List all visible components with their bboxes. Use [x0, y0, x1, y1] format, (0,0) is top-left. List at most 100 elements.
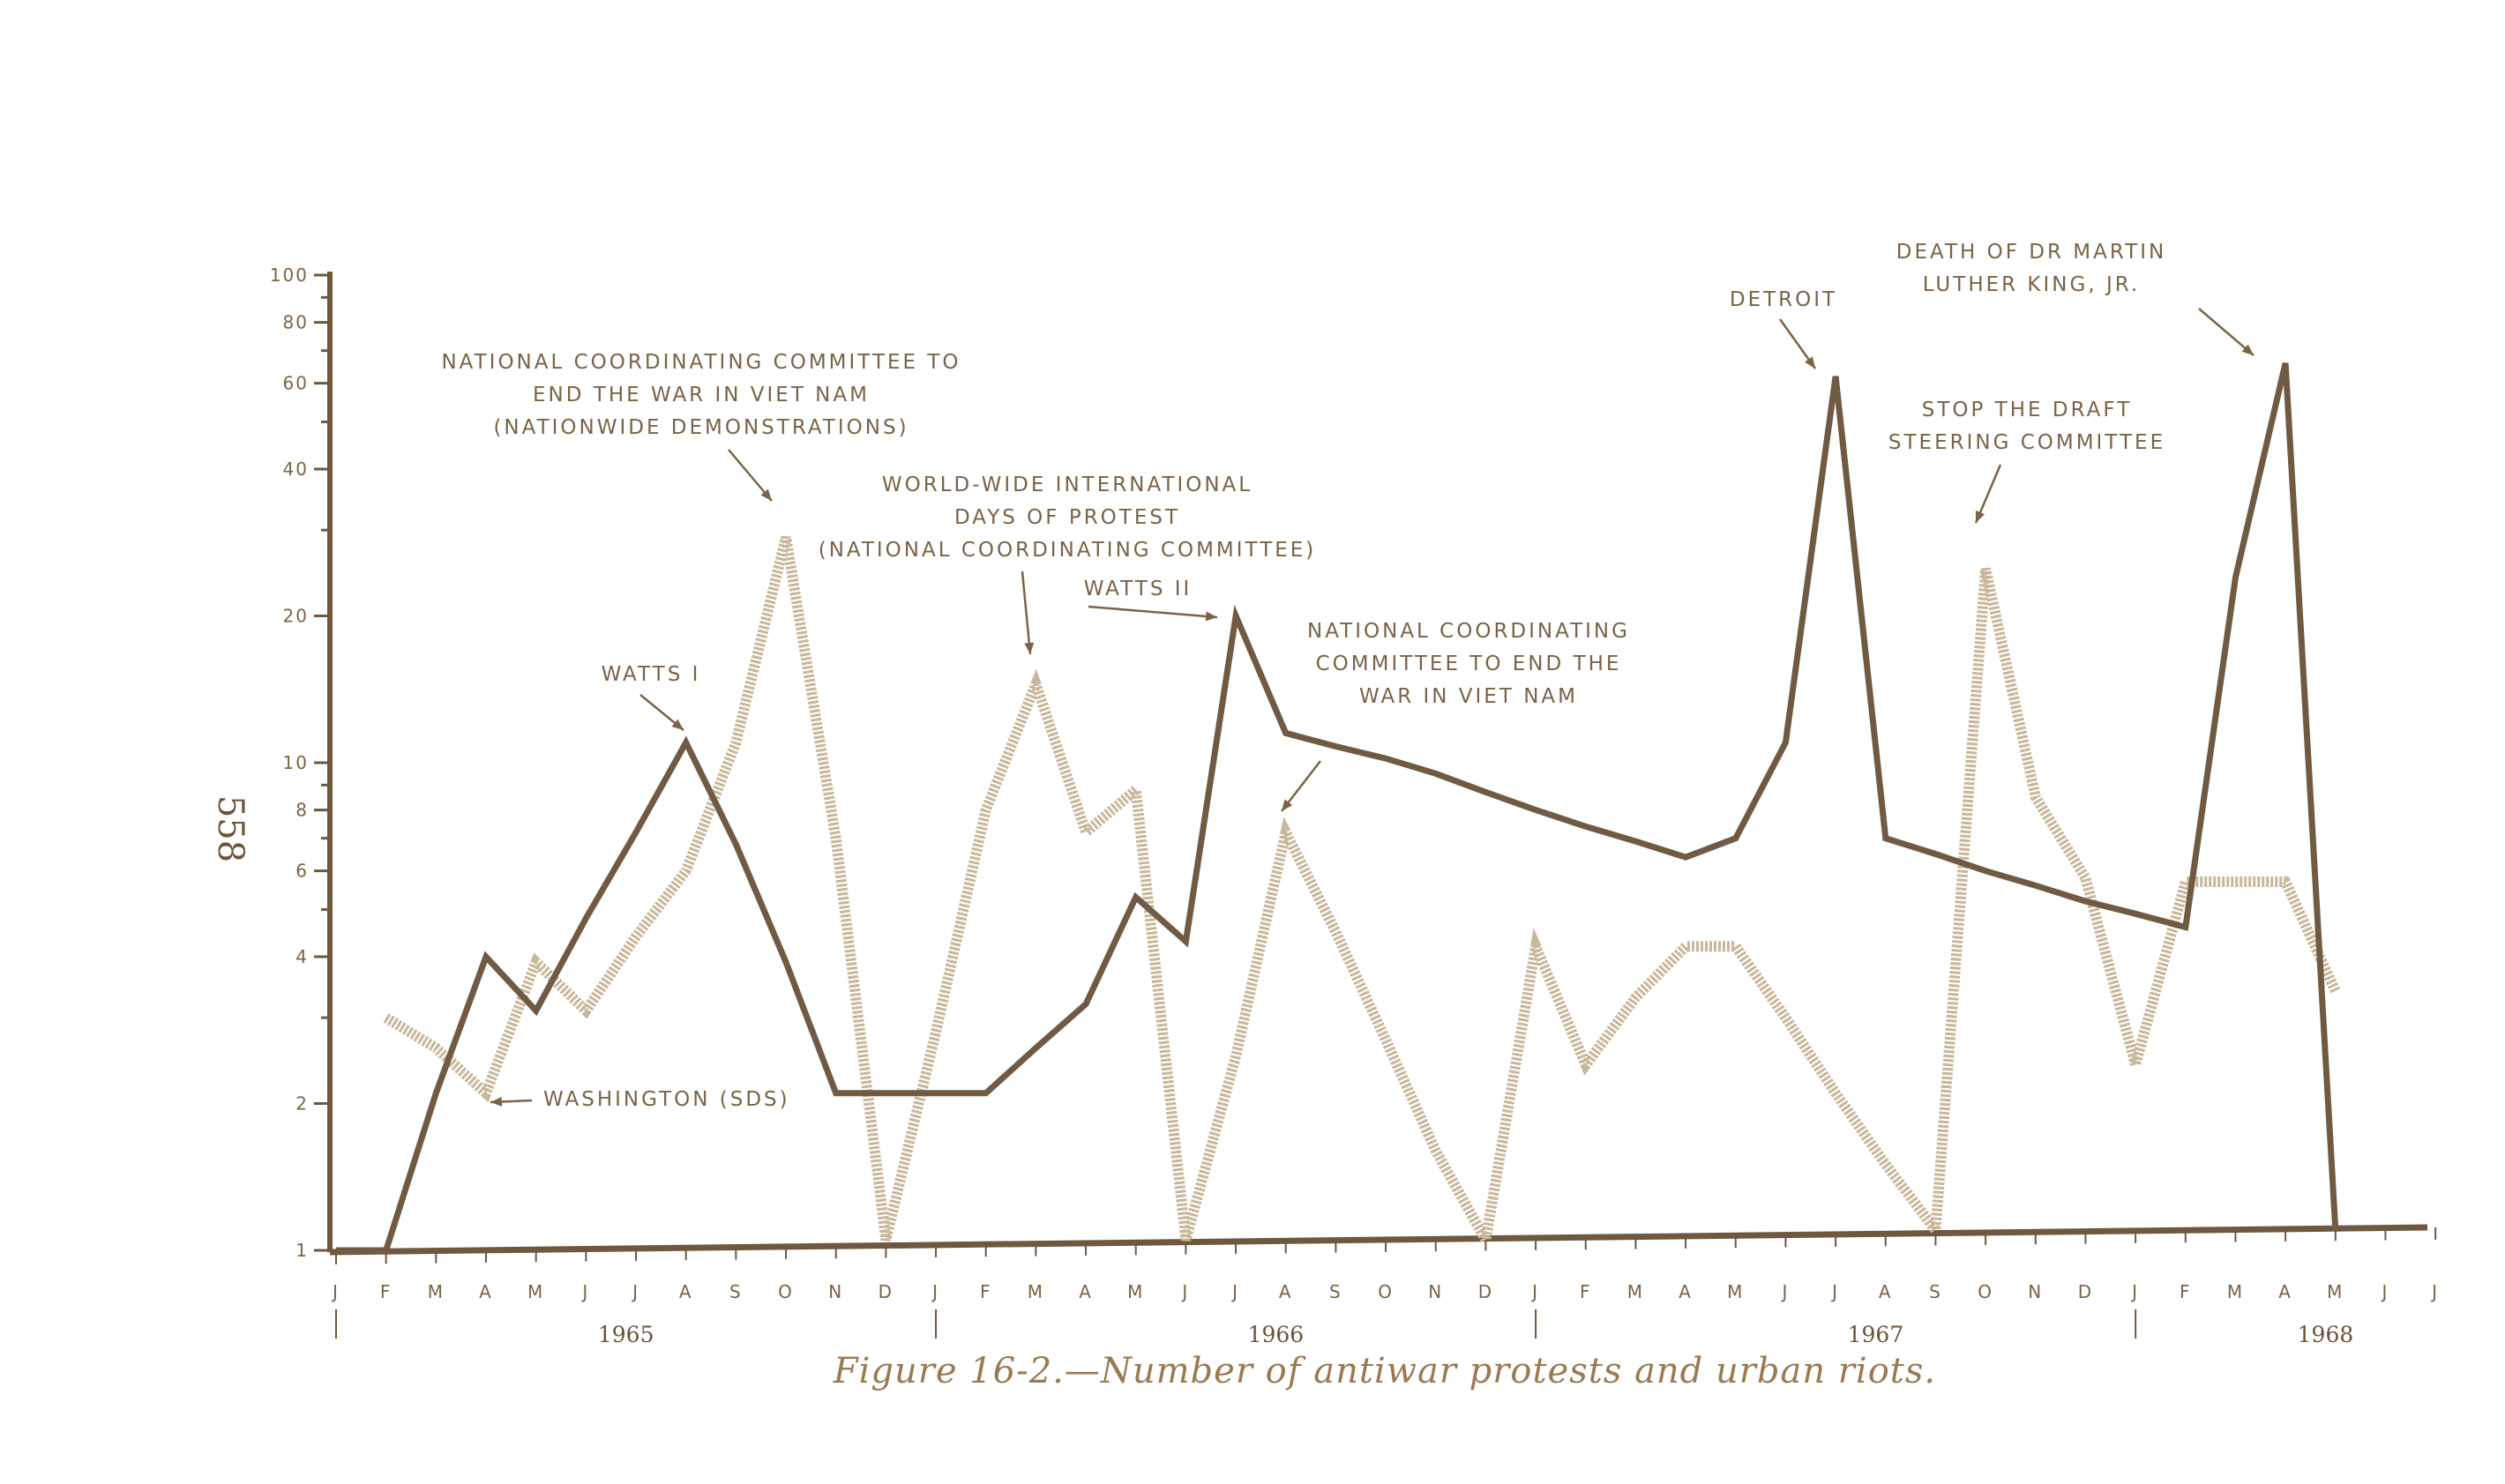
x-tick-label: J — [631, 1281, 639, 1302]
annotation-ncc-nationwide-line: (NATIONWIDE DEMONSTRATIONS) — [493, 416, 909, 439]
annotation-mlk-arrow — [2198, 308, 2254, 356]
x-tick-label: J — [2430, 1281, 2439, 1302]
y-tick-label: 40 — [283, 459, 309, 480]
x-tick-label: N — [828, 1281, 843, 1302]
year-label: 1966 — [1248, 1322, 1305, 1347]
annotation-detroit: DETROIT — [1730, 288, 1837, 311]
annotation-world-wide-days-arrow — [1021, 570, 1032, 655]
annotation-mlk: DEATH OF DR MARTIN LUTHER KING, JR. — [1896, 241, 2166, 296]
x-tick-label: N — [2028, 1281, 2043, 1302]
x-tick-label: J — [2381, 1281, 2389, 1302]
x-tick-label: M — [527, 1281, 544, 1302]
annotation-ncc-nationwide-line: END THE WAR IN VIET NAM — [533, 384, 870, 406]
annotation-detroit-arrowhead — [1805, 356, 1815, 369]
x-tick-label: D — [1478, 1281, 1493, 1302]
annotations-layer: NATIONAL COORDINATING COMMITTEE TO END TH… — [441, 241, 2254, 1111]
annotation-watts-2-line: WATTS II — [1084, 578, 1193, 600]
year-label: 1968 — [2298, 1322, 2354, 1347]
y-tick-label: 1 — [295, 1240, 309, 1261]
x-tick-label: M — [1727, 1281, 1744, 1302]
x-tick-label: M — [2227, 1281, 2244, 1302]
x-tick-label: M — [2327, 1281, 2344, 1302]
series-line-protests — [383, 535, 2341, 1257]
annotation-world-wide-days-line: (NATIONAL COORDINATING COMMITTEE) — [819, 539, 1317, 562]
year-label: 1967 — [1848, 1322, 1904, 1347]
x-tick-label: M — [1028, 1281, 1044, 1302]
x-tick-label: J — [331, 1281, 340, 1302]
annotation-detroit-line: DETROIT — [1730, 288, 1837, 311]
x-tick-label: J — [1830, 1281, 1839, 1302]
annotation-world-wide-days: WORLD-WIDE INTERNATIONAL DAYS OF PROTEST (… — [819, 474, 1317, 562]
x-tick-label: M — [1627, 1281, 1644, 1302]
y-tick-label: 2 — [295, 1093, 309, 1115]
annotation-washington-sds: WASHINGTON (SDS) — [543, 1088, 790, 1111]
annotation-stop-the-draft-line: STOP THE DRAFT — [1922, 399, 2133, 421]
annotation-ncc-vietnam-line: COMMITTEE TO END THE — [1316, 653, 1622, 675]
annotation-washington-sds-arrowhead — [490, 1097, 503, 1107]
y-tick-label: 10 — [283, 752, 309, 773]
annotation-watts-2-arrow — [1088, 605, 1218, 619]
x-tick-label: A — [679, 1281, 693, 1302]
x-tick-label: A — [1679, 1281, 1693, 1302]
annotation-ncc-vietnam-arrowhead — [1282, 799, 1293, 811]
x-tick-label: A — [1079, 1281, 1093, 1302]
x-tick-label: O — [1978, 1281, 1993, 1302]
x-tick-label: A — [1879, 1281, 1893, 1302]
figure-caption: Figure 16-2.—Number of antiwar protests … — [833, 1351, 1936, 1391]
y-tick-label: 8 — [295, 800, 309, 821]
annotation-stop-the-draft: STOP THE DRAFT STEERING COMMITTEE — [1888, 399, 2165, 454]
x-tick-label: D — [879, 1281, 894, 1302]
x-tick-label: J — [931, 1281, 939, 1302]
x-tick-label: F — [2180, 1281, 2192, 1302]
year-label: 1965 — [598, 1322, 654, 1347]
annotation-ncc-vietnam: NATIONAL COORDINATING COMMITTEE TO END TH… — [1307, 620, 1630, 708]
x-tick-label: S — [1929, 1281, 1942, 1302]
x-tick-label: M — [1127, 1281, 1144, 1302]
series-line-riots — [336, 362, 2339, 1254]
annotation-ncc-vietnam-line: WAR IN VIET NAM — [1359, 685, 1578, 708]
y-tick-label: 6 — [295, 861, 309, 882]
x-tick-label: J — [2130, 1281, 2139, 1302]
x-tick-label: J — [1180, 1281, 1189, 1302]
x-tick-label: M — [428, 1281, 445, 1302]
annotation-mlk-line: LUTHER KING, JR. — [1923, 273, 2140, 296]
x-tick-label: D — [2078, 1281, 2093, 1302]
annotation-watts-1-arrowhead — [671, 719, 684, 730]
x-tick-label: S — [729, 1281, 743, 1302]
annotation-stop-the-draft-line: STEERING COMMITTEE — [1888, 431, 2165, 454]
x-tick-label: F — [980, 1281, 992, 1302]
annotation-watts-2-arrowhead — [1205, 611, 1217, 622]
y-tick-label: 20 — [283, 606, 309, 627]
x-tick-label: F — [380, 1281, 393, 1302]
y-tick-label: 4 — [295, 946, 309, 967]
x-tick-label: J — [580, 1281, 589, 1302]
x-tick-label: S — [1329, 1281, 1342, 1302]
x-tick-label: F — [1580, 1281, 1592, 1302]
x-tick-label: J — [1780, 1281, 1789, 1302]
y-tick-label: 100 — [270, 265, 309, 286]
x-axis-line — [329, 1224, 2428, 1256]
x-tick-label: A — [1279, 1281, 1293, 1302]
y-tick-label: 60 — [283, 373, 309, 394]
x-tick-label: A — [2278, 1281, 2292, 1302]
x-tick-label: O — [1378, 1281, 1394, 1302]
annotation-stop-the-draft-arrowhead — [1976, 511, 1985, 523]
page-number: 558 — [210, 795, 250, 862]
x-tick-label: A — [479, 1281, 493, 1302]
x-tick-label: J — [1530, 1281, 1539, 1302]
annotation-world-wide-days-line: WORLD-WIDE INTERNATIONAL — [882, 474, 1252, 496]
annotation-mlk-line: DEATH OF DR MARTIN — [1896, 241, 2166, 264]
annotation-watts-1: WATTS I — [602, 663, 701, 686]
annotation-ncc-nationwide-arrowhead — [760, 488, 772, 501]
series-layer — [335, 362, 2341, 1257]
x-tick-label: J — [1230, 1281, 1239, 1302]
annotation-watts-2: WATTS II — [1084, 578, 1193, 600]
x-tick-label: O — [778, 1281, 794, 1302]
y-tick-label: 80 — [283, 312, 309, 333]
annotation-ncc-nationwide: NATIONAL COORDINATING COMMITTEE TO END TH… — [441, 351, 961, 439]
annotation-watts-1-line: WATTS I — [602, 663, 701, 686]
annotation-ncc-nationwide-line: NATIONAL COORDINATING COMMITTEE TO — [441, 351, 961, 374]
annotation-world-wide-days-line: DAYS OF PROTEST — [954, 506, 1180, 529]
x-tick-label: N — [1428, 1281, 1443, 1302]
